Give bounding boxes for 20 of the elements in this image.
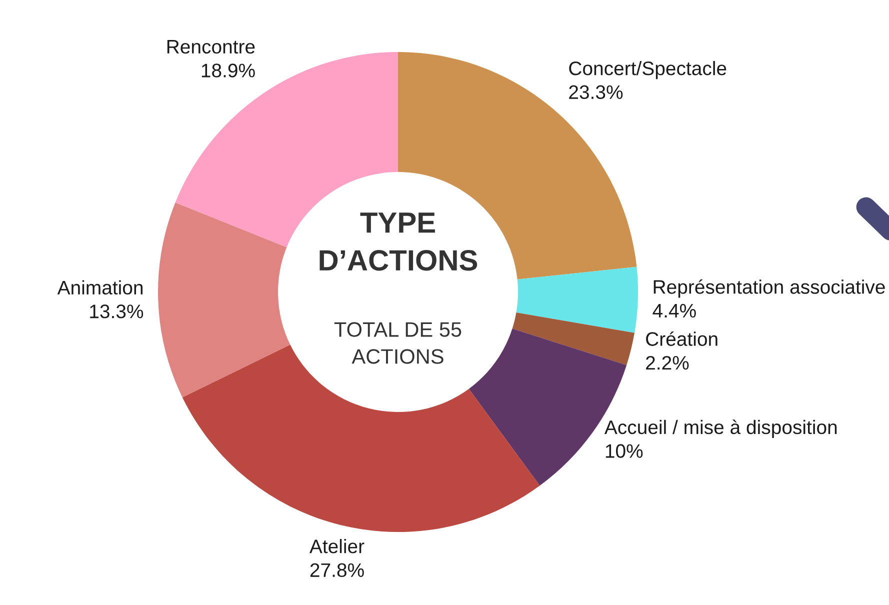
donut-slice: [158, 202, 290, 398]
donut-slice: [182, 344, 540, 532]
data-label: 23.3%: [569, 85, 623, 100]
slice-label: Création: [646, 331, 718, 346]
slice-label: Atelier: [309, 538, 364, 554]
slice-label: Rencontre: [167, 40, 255, 54]
slice-label: Accueil / mise à disposition: [604, 420, 837, 438]
donut-slice: [512, 312, 634, 366]
text: TOTAL DE 55 ACTIONS: [334, 322, 462, 364]
data-label: 27.8%: [310, 563, 364, 578]
slice-label: Animation: [57, 280, 143, 295]
slice-label: Représentation associative: [654, 279, 885, 298]
data-label: 13.3%: [90, 304, 144, 318]
slice-label: Concert/Spectacle: [569, 61, 726, 80]
text: TYPE D’ACTIONS: [320, 212, 478, 271]
data-label: 10%: [606, 444, 643, 458]
data-label: 4.4%: [652, 304, 696, 318]
donut-slice: [516, 266, 638, 333]
data-label: 18.9%: [202, 64, 255, 78]
data-label: 2.2%: [646, 356, 689, 370]
